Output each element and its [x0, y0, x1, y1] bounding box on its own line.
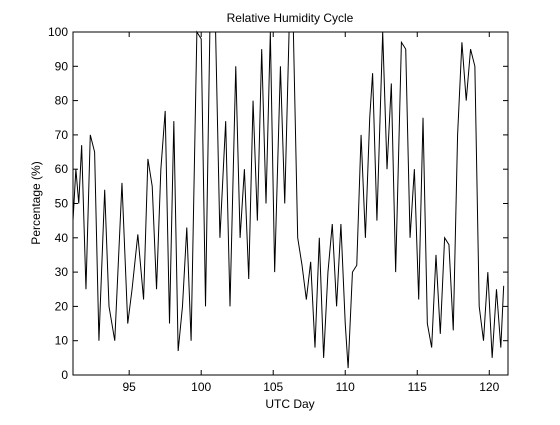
x-axis-label: UTC Day: [265, 397, 314, 411]
y-axis-label: Percentage (%): [29, 161, 43, 244]
y-tick-label: 0: [61, 368, 68, 382]
data-line: [72, 30, 505, 369]
y-tick-label: 70: [55, 128, 69, 142]
x-tick-label: 105: [263, 380, 283, 394]
y-tick-label: 60: [55, 162, 69, 176]
chart-title: Relative Humidity Cycle: [227, 11, 354, 25]
x-tick-label: 110: [336, 380, 355, 394]
y-tick-label: 20: [55, 299, 69, 313]
x-tick-label: 115: [408, 380, 427, 394]
y-tick-label: 10: [55, 334, 69, 348]
y-tick-label: 40: [55, 231, 69, 245]
x-tick-label: 100: [191, 380, 211, 394]
y-tick-label: 30: [55, 265, 69, 279]
y-tick-label: 100: [48, 25, 68, 39]
y-tick-label: 50: [55, 197, 69, 211]
x-tick-label: 95: [122, 380, 136, 394]
x-tick-label: 120: [479, 380, 499, 394]
y-tick-label: 90: [55, 59, 69, 73]
y-tick-label: 80: [55, 94, 69, 108]
